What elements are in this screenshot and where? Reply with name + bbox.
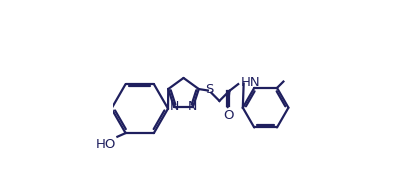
Text: N: N xyxy=(170,100,179,113)
Text: HO: HO xyxy=(96,138,117,151)
Text: HN: HN xyxy=(240,76,260,89)
Text: S: S xyxy=(205,83,213,96)
Text: N: N xyxy=(188,100,197,113)
Text: O: O xyxy=(223,109,234,122)
